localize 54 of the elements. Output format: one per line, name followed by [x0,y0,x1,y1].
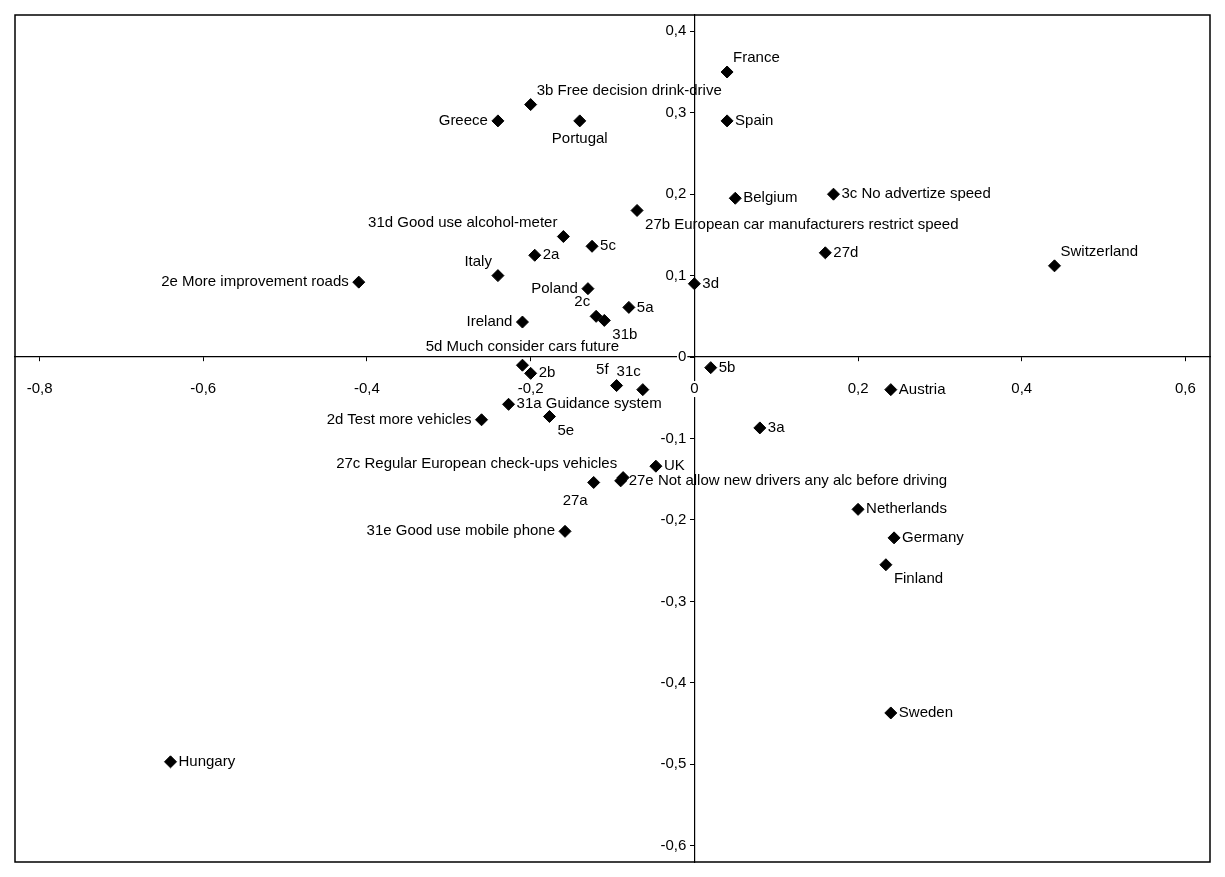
y-tick-label: -0,1 [660,428,687,446]
annotation: 5a [636,297,655,315]
annotation: Portugal [551,129,608,147]
y-tick-label: -0,5 [660,754,687,772]
x-tick-label: 0,2 [847,379,869,397]
y-tick-label: 0 [678,347,687,365]
x-tick-label: -0,8 [26,379,53,397]
y-tick-label: 0,3 [665,102,687,120]
annotation: Spain [735,111,774,129]
annotation: Italy [464,251,493,269]
annotation: Finland [893,568,944,586]
annotation: Austria [898,379,947,397]
x-tick-label: -0,6 [190,379,217,397]
annotation: 31b [612,324,638,342]
x-tick-label: 0,4 [1011,379,1033,397]
annotation: 2e More improvement roads [161,272,349,290]
x-tick-label: -0,4 [354,379,380,397]
annotation: Hungary [178,751,236,769]
y-tick-label: 0,2 [665,184,687,202]
annotation: 27c Regular European check-ups vehicles [336,453,618,471]
annotation: 31d Good use alcohol-meter [368,212,558,230]
x-tick-label: 0 [690,379,699,397]
annotation: 2b [538,363,556,381]
annotation: 31a Guidance system [516,394,662,412]
annotation: 5e [557,420,575,438]
annotation: 2d Test more vehicles [326,409,472,427]
annotation: Germany [902,528,965,545]
annotation: 3d [702,273,720,291]
annotation: 5c [600,236,617,254]
annotation: 3c No advertize speed [841,184,991,202]
y-tick-label: 0,4 [665,21,687,39]
annotation: Netherlands [866,499,947,517]
annotation: 31e Good use mobile phone [366,521,556,539]
annotation: UK [663,456,685,474]
annotation: 5b [718,357,736,375]
y-tick-label: -0,6 [660,835,687,853]
y-tick-label: -0,2 [660,510,687,528]
annotation: Switzerland [1060,241,1139,259]
annotation: Sweden [898,703,954,721]
annotation: 2a [542,245,561,263]
x-tick-label: -0,2 [517,379,544,397]
annotation: Greece [438,111,488,129]
y-tick-label: -0,3 [660,591,687,609]
annotation: 5f [596,359,610,377]
y-tick-label: 0,1 [665,265,687,283]
annotation: France [733,48,780,66]
annotation: 27a [562,490,589,508]
annotation: Belgium [743,188,798,206]
annotation: 3a [767,418,786,436]
annotation: 31c [616,361,642,379]
x-tick-label: 0,6 [1175,379,1196,397]
annotation: 27d [833,242,859,260]
annotation: Ireland [466,312,513,330]
y-tick-label: -0,4 [660,672,687,690]
